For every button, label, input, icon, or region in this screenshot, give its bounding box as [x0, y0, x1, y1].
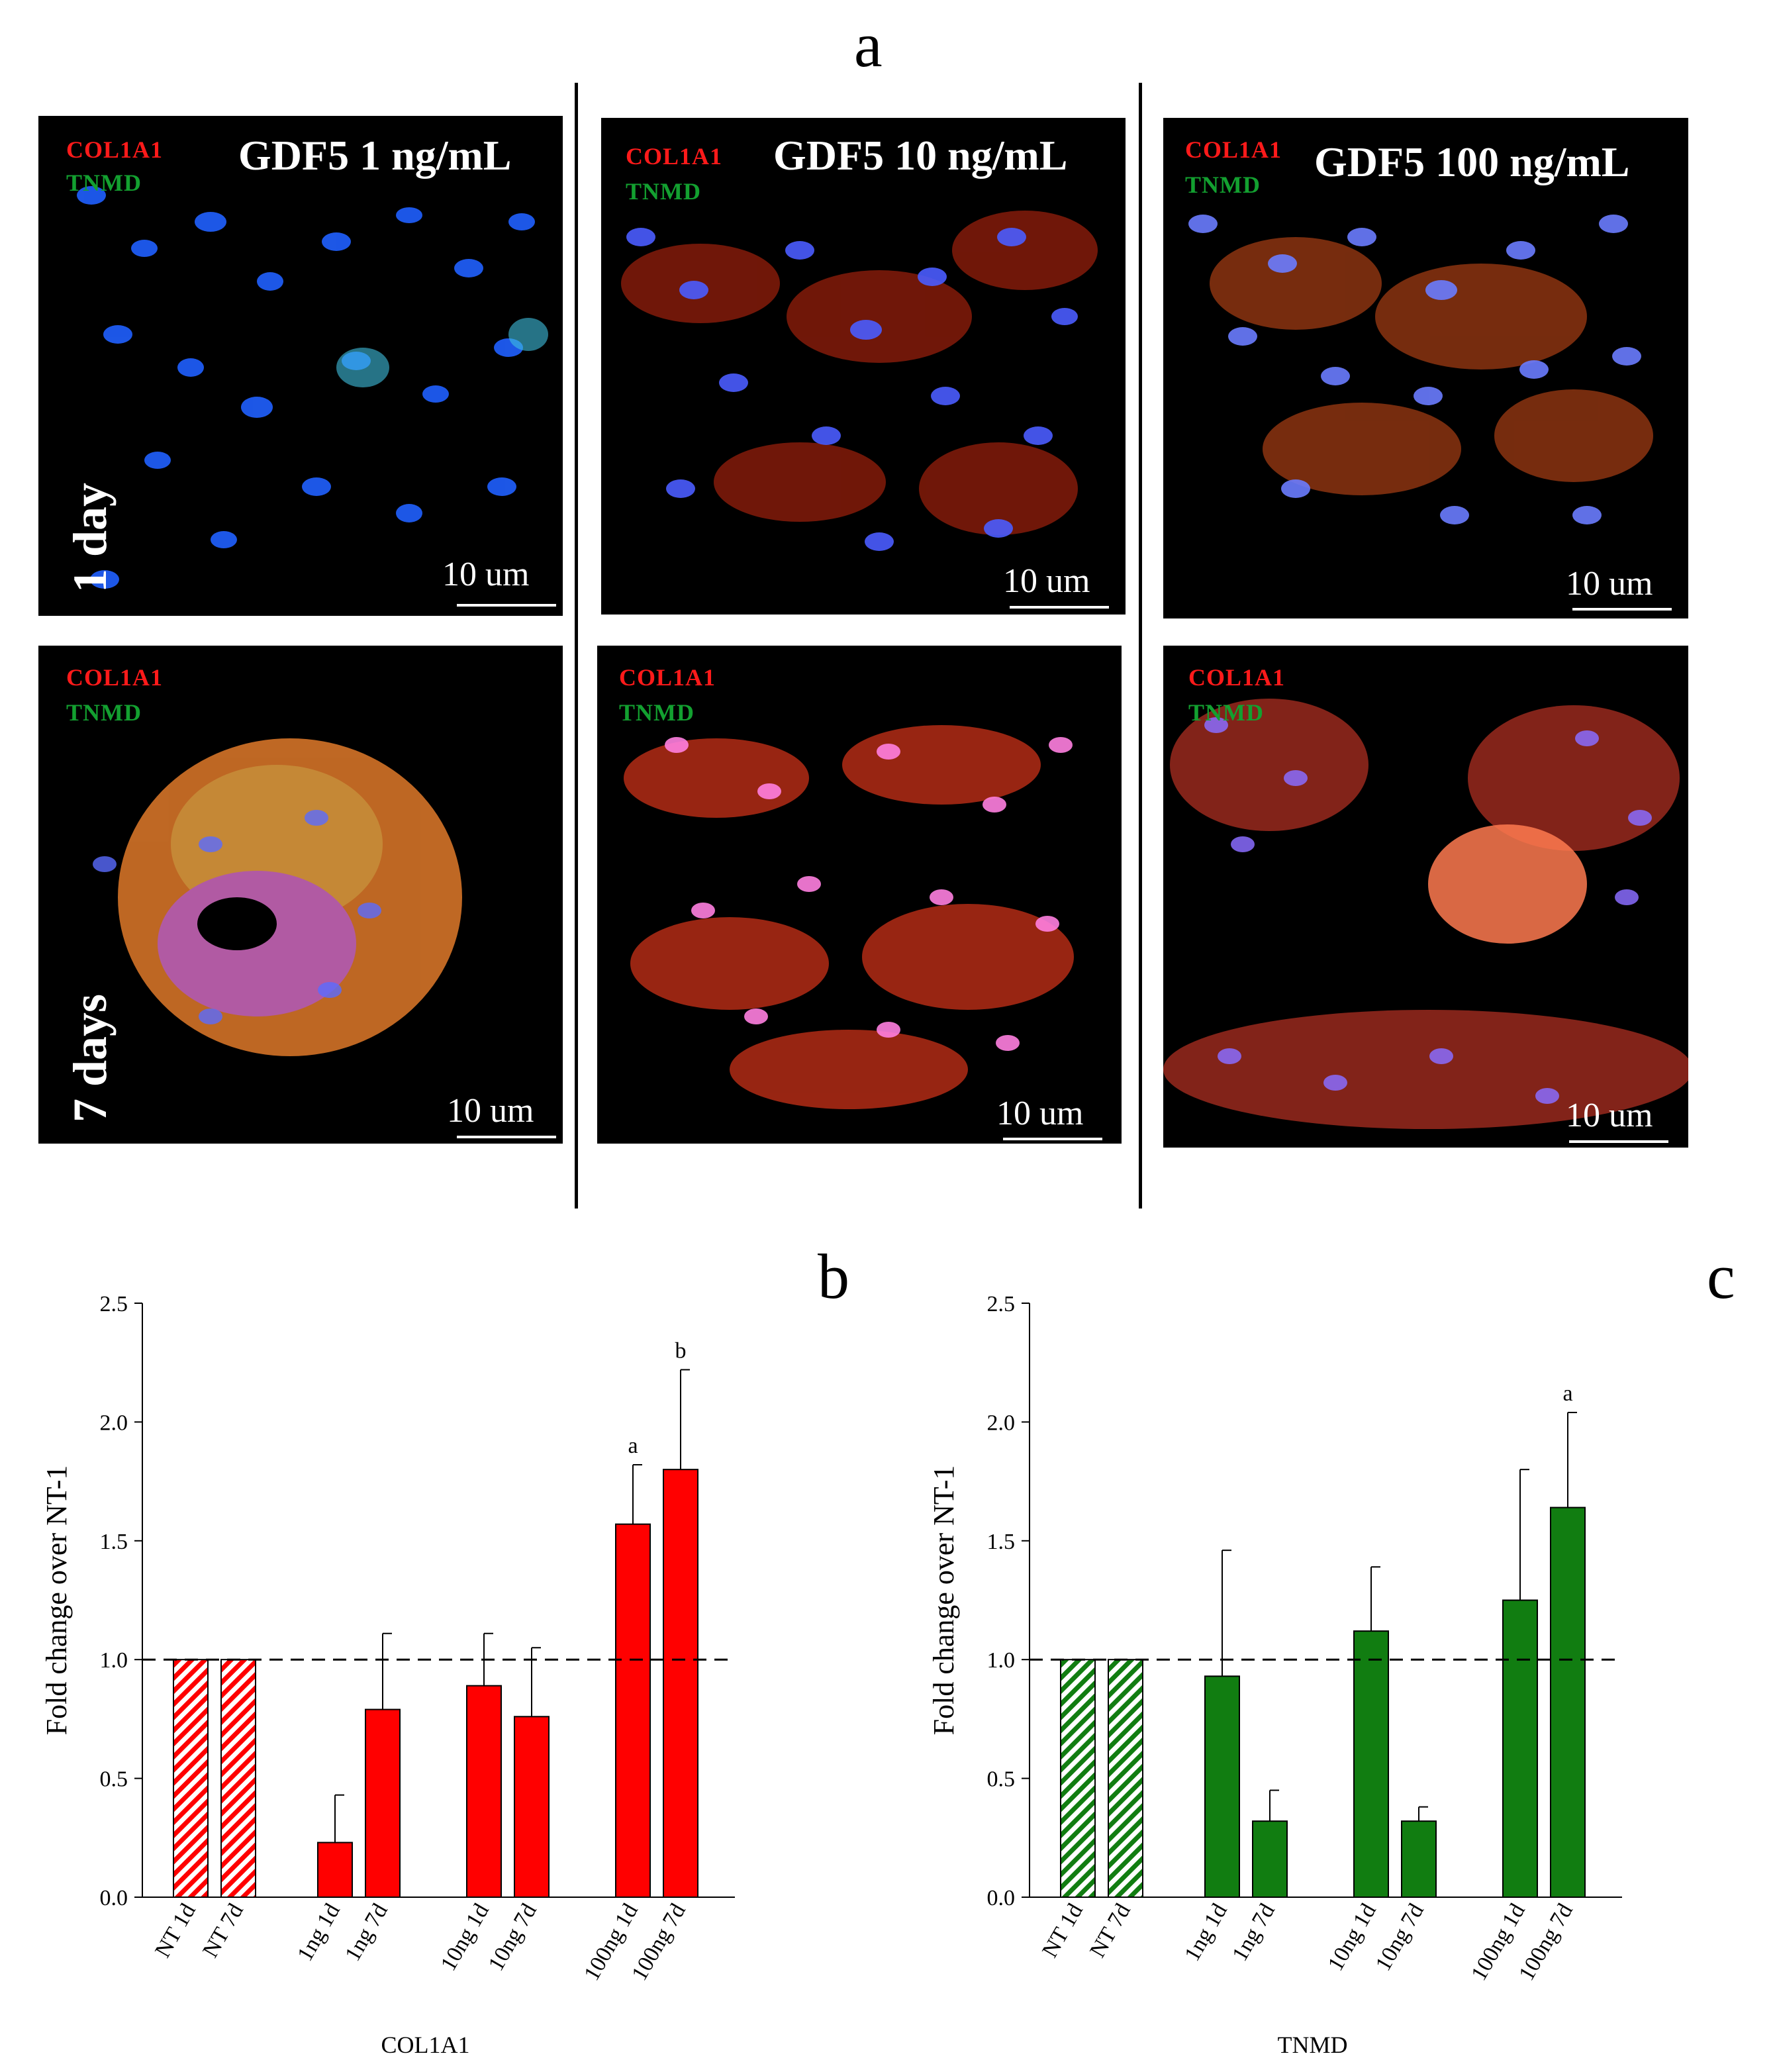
divider-2 [1139, 83, 1142, 1209]
scale-bar [1572, 608, 1672, 611]
x-tick-label: 1ng 1d [1180, 1900, 1232, 1965]
chart-tnmd-svg: 0.0 0.5 1.0 1.5 2.0 2.5 Fold change over NT-1 N… [928, 1292, 1622, 2058]
y-axis-label: Fold change over NT-1 [40, 1465, 73, 1736]
bar [514, 1716, 550, 1898]
bar [1401, 1820, 1437, 1899]
bar [615, 1523, 651, 1898]
bar [1353, 1630, 1389, 1898]
scale-label: 10 um [996, 1095, 1084, 1132]
micrograph-10ng-7days-image [624, 725, 1074, 1109]
panel-c-letter: c [1707, 1241, 1735, 1312]
stain-label-red: COL1A1 [1188, 664, 1286, 691]
x-tick-label: 1ng 7d [340, 1900, 393, 1965]
stain-label-green: TNMD [1188, 699, 1264, 726]
micrograph-100ng-1day [1163, 118, 1688, 618]
y-tick-label: 0.5 [100, 1767, 128, 1792]
y-axis-label: Fold change over NT-1 [928, 1465, 960, 1736]
y-tick-label: 0.0 [100, 1886, 128, 1910]
bar [1502, 1599, 1538, 1898]
y-tick-label: 2.0 [987, 1410, 1016, 1435]
timepoint-label-7days: 7 days [64, 993, 117, 1122]
scale-bar [1003, 1138, 1102, 1140]
significance-label: b [675, 1338, 687, 1363]
scale-bar [1569, 1140, 1668, 1143]
y-tick-label: 1.5 [100, 1530, 128, 1554]
y-tick-label: 0.5 [987, 1767, 1016, 1792]
y-tick-label: 2.0 [100, 1410, 128, 1435]
scale-bar [457, 604, 556, 607]
x-axis-label: COL1A1 [381, 2032, 470, 2058]
x-tick-label: NT 7d [1085, 1900, 1135, 1962]
micrograph-10ng-1day [601, 118, 1126, 615]
stain-label-red: COL1A1 [1185, 136, 1282, 163]
divider-1 [575, 83, 578, 1209]
stain-label-green: TNMD [1185, 172, 1261, 198]
bar [1204, 1675, 1240, 1898]
scale-label: 10 um [1003, 562, 1090, 600]
timepoint-label-1day: 1 day [64, 482, 117, 593]
x-tick-label: 1ng 1d [293, 1900, 345, 1965]
panel-b-letter: b [818, 1241, 849, 1312]
condition-title-100ng: GDF5 100 ng/mL [1314, 138, 1630, 185]
stain-label-green: TNMD [66, 170, 142, 196]
bar [1252, 1820, 1288, 1899]
stain-label-green: TNMD [66, 699, 142, 726]
x-tick-label: NT 1d [1037, 1900, 1088, 1962]
panel-a-letter: a [854, 9, 883, 80]
stain-label-red: COL1A1 [619, 664, 716, 691]
scale-label: 10 um [447, 1092, 534, 1130]
bar [1060, 1659, 1096, 1898]
x-axis-label: TNMD [1278, 2032, 1348, 2058]
y-tick-label: 1.0 [987, 1648, 1016, 1673]
bar [317, 1842, 353, 1899]
scale-label: 10 um [1566, 565, 1653, 603]
bar [173, 1659, 209, 1898]
stain-label-red: COL1A1 [66, 136, 164, 163]
significance-label: a [628, 1434, 638, 1458]
micrograph-100ng-1day-image [1188, 215, 1653, 524]
x-tick-label: NT 1d [150, 1900, 201, 1962]
chart-col1a1-svg: 0.0 0.5 1.0 1.5 2.0 2.5 Fold change over NT-1 N… [40, 1292, 735, 2058]
scale-label: 10 um [1566, 1097, 1653, 1134]
y-tick-label: 2.5 [100, 1292, 128, 1316]
micrograph-1ng-1day-image [77, 186, 548, 589]
bar [1108, 1659, 1143, 1898]
micrograph-1ng-7days-image [93, 738, 462, 1056]
y-tick-label: 0.0 [987, 1886, 1016, 1910]
y-tick-label: 2.5 [987, 1292, 1016, 1316]
micrograph-10ng-7days [597, 646, 1122, 1144]
micrograph-10ng-1day-image [621, 211, 1098, 551]
chart-col1a1: 0.0 0.5 1.0 1.5 2.0 2.5 Fold change over NT-1 N… [0, 1285, 861, 2069]
scale-label: 10 um [442, 556, 530, 593]
micrograph-1ng-1day [38, 116, 563, 616]
x-tick-label: 10ng 7d [484, 1900, 542, 1975]
chart-tnmd: 0.0 0.5 1.0 1.5 2.0 2.5 Fold change over NT-1 N… [887, 1285, 1748, 2069]
micrograph-100ng-7days-image [1163, 699, 1688, 1129]
micrograph-1ng-7days [38, 646, 563, 1144]
bar [220, 1659, 256, 1898]
micrograph-100ng-7days [1163, 646, 1688, 1148]
bar [466, 1685, 502, 1899]
x-tick-label: NT 7d [198, 1900, 248, 1962]
y-tick-label: 1.5 [987, 1530, 1016, 1554]
scale-bar [1010, 606, 1109, 609]
bar [663, 1469, 698, 1899]
scale-bar [457, 1136, 556, 1138]
stain-label-green: TNMD [626, 178, 701, 205]
stain-label-green: TNMD [619, 699, 695, 726]
condition-title-1ng: GDF5 1 ng/mL [238, 132, 512, 179]
stain-label-red: COL1A1 [626, 143, 723, 170]
x-tick-label: 10ng 7d [1371, 1900, 1429, 1975]
bar [365, 1708, 401, 1898]
x-tick-label: 1ng 7d [1227, 1900, 1280, 1965]
condition-title-10ng: GDF5 10 ng/mL [773, 132, 1068, 179]
significance-label: a [1562, 1381, 1572, 1406]
y-tick-label: 1.0 [100, 1648, 128, 1673]
stain-label-red: COL1A1 [66, 664, 164, 691]
bar [1550, 1506, 1586, 1898]
